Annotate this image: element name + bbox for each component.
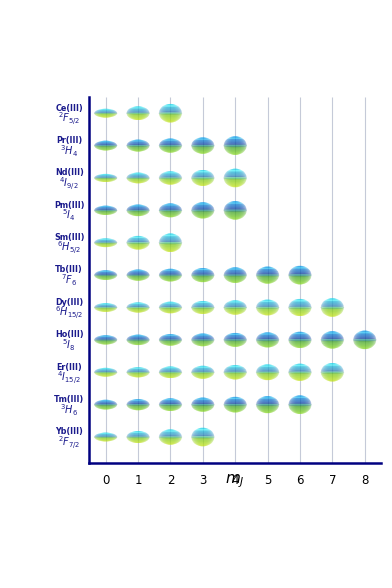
FancyBboxPatch shape <box>56 133 83 158</box>
Text: $^{6}H_{5/2}$: $^{6}H_{5/2}$ <box>57 239 81 256</box>
Text: $m_J$: $m_J$ <box>225 472 245 490</box>
Text: $^{4}I_{9/2}$: $^{4}I_{9/2}$ <box>60 175 79 192</box>
FancyBboxPatch shape <box>56 392 83 417</box>
FancyBboxPatch shape <box>56 360 83 385</box>
Text: $^{2}F_{5/2}$: $^{2}F_{5/2}$ <box>58 110 80 127</box>
FancyBboxPatch shape <box>56 198 83 223</box>
Text: Ce(III): Ce(III) <box>55 103 83 112</box>
Text: $^{3}H_{6}$: $^{3}H_{6}$ <box>60 402 78 417</box>
Text: $^{5}I_{4}$: $^{5}I_{4}$ <box>62 208 76 223</box>
FancyBboxPatch shape <box>56 425 83 450</box>
FancyBboxPatch shape <box>56 230 83 255</box>
FancyBboxPatch shape <box>56 295 83 320</box>
Text: Pr(III): Pr(III) <box>56 136 82 145</box>
Text: Ho(III): Ho(III) <box>55 330 83 339</box>
Text: $^{2}F_{7/2}$: $^{2}F_{7/2}$ <box>58 434 80 450</box>
FancyBboxPatch shape <box>56 328 83 352</box>
Text: Tb(III): Tb(III) <box>55 265 83 275</box>
Text: Dy(III): Dy(III) <box>55 298 83 307</box>
Text: $^{3}H_{4}$: $^{3}H_{4}$ <box>60 143 78 159</box>
Text: $^{5}I_{8}$: $^{5}I_{8}$ <box>62 338 76 353</box>
Text: Nd(III): Nd(III) <box>55 168 83 177</box>
Text: Er(III): Er(III) <box>56 363 82 372</box>
Text: Sm(III): Sm(III) <box>54 233 85 242</box>
FancyBboxPatch shape <box>56 101 83 126</box>
Text: Pm(III): Pm(III) <box>54 201 85 210</box>
Text: Yb(III): Yb(III) <box>55 427 83 436</box>
Text: Tm(III): Tm(III) <box>54 395 84 404</box>
Text: $^{7}F_{6}$: $^{7}F_{6}$ <box>61 272 77 288</box>
Text: $^{6}H_{15/2}$: $^{6}H_{15/2}$ <box>55 304 83 321</box>
Text: $^{4}I_{15/2}$: $^{4}I_{15/2}$ <box>57 369 81 386</box>
FancyBboxPatch shape <box>56 262 83 288</box>
FancyBboxPatch shape <box>56 165 83 191</box>
